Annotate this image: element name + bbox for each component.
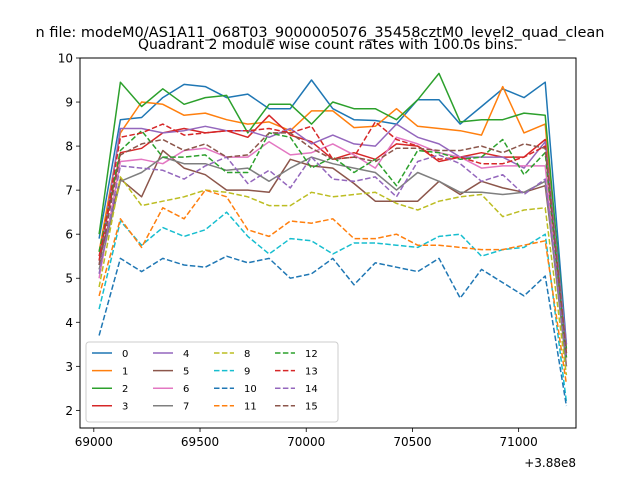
series-line-9 xyxy=(98,211,568,402)
legend-label-8: 8 xyxy=(244,349,250,360)
x-tick-label: 69500 xyxy=(181,435,219,449)
legend-label-0: 0 xyxy=(122,349,128,360)
plot-area xyxy=(79,57,577,429)
y-tick-label: 6 xyxy=(65,228,73,242)
axes-frame xyxy=(79,57,577,429)
series-line-14 xyxy=(98,154,568,358)
legend-label-2: 2 xyxy=(122,384,128,395)
x-tick-label: 69000 xyxy=(75,435,113,449)
series-line-12 xyxy=(98,129,568,358)
y-tick-label: 7 xyxy=(65,184,73,198)
series-line-4 xyxy=(98,123,568,345)
series-line-13 xyxy=(98,121,568,354)
series-line-3 xyxy=(98,114,568,358)
chart-title: Quadrant 2 module wise count rates with … xyxy=(138,37,518,53)
y-tick-label: 3 xyxy=(65,360,73,374)
legend-label-7: 7 xyxy=(183,402,189,413)
series-line-1 xyxy=(98,85,568,367)
figure-suptitle: n file: modeM0/AS1A11_068T03_9000005076_… xyxy=(36,25,605,41)
series-line-8 xyxy=(98,176,568,376)
series-line-15 xyxy=(98,132,568,354)
legend-label-13: 13 xyxy=(305,366,318,377)
legend-box xyxy=(85,341,339,423)
x-axis: 69000 69500 70000 70500 71000 xyxy=(75,428,538,449)
series-line-10 xyxy=(98,255,568,407)
x-tick-label: 70000 xyxy=(287,435,325,449)
y-tick-label: 4 xyxy=(65,316,73,330)
y-tick-label: 5 xyxy=(65,272,73,286)
x-tick-label: 71000 xyxy=(500,435,538,449)
y-tick-label: 10 xyxy=(58,52,73,66)
x-tick-label: 70500 xyxy=(393,435,431,449)
legend-label-1: 1 xyxy=(122,366,128,377)
legend-label-3: 3 xyxy=(122,402,128,413)
legend-label-5: 5 xyxy=(183,366,189,377)
legend-label-6: 6 xyxy=(183,384,189,395)
legend-label-9: 9 xyxy=(244,366,250,377)
series-line-6 xyxy=(98,136,568,367)
y-tick-label: 9 xyxy=(65,96,73,110)
series-line-2 xyxy=(98,72,568,349)
y-tick-label: 8 xyxy=(65,140,73,154)
series-layer xyxy=(98,72,568,407)
legend-label-11: 11 xyxy=(244,402,257,413)
x-axis-offset-label: +3.88e8 xyxy=(524,456,576,470)
legend-label-14: 14 xyxy=(305,384,318,395)
series-line-7 xyxy=(98,156,568,367)
legend-label-4: 4 xyxy=(183,349,189,360)
y-axis: 2 3 4 5 6 7 8 9 10 xyxy=(58,52,80,418)
y-tick-label: 2 xyxy=(65,404,73,418)
legend-label-12: 12 xyxy=(305,349,318,360)
series-line-11 xyxy=(98,189,568,385)
series-line-0 xyxy=(98,79,568,345)
legend-label-10: 10 xyxy=(244,384,257,395)
legend-label-15: 15 xyxy=(305,402,318,413)
